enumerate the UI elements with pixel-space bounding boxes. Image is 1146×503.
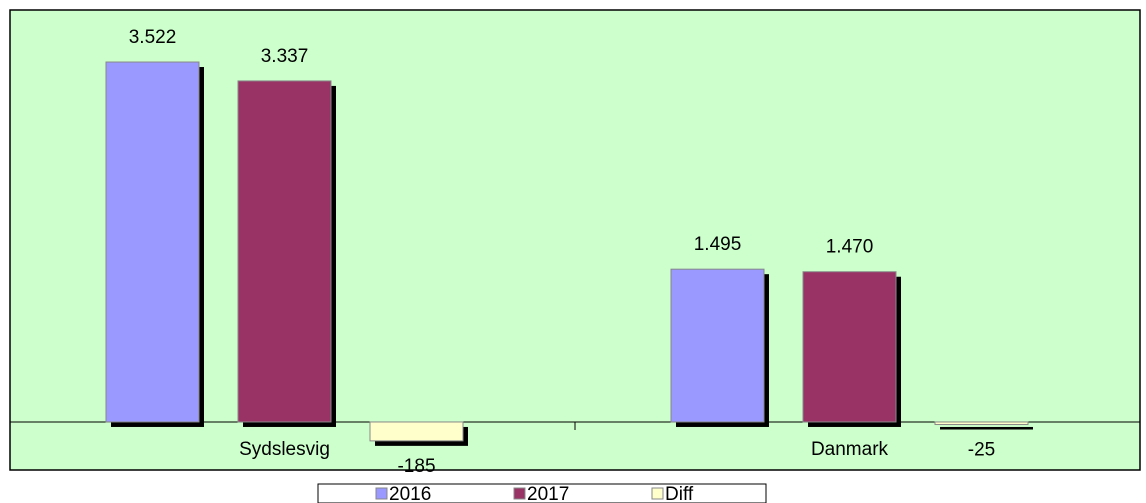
data-label: 1.470 [826, 237, 874, 258]
legend-label: 2016 [389, 484, 431, 503]
bar [369, 421, 464, 442]
legend-swatch [651, 487, 664, 500]
bar [802, 271, 897, 423]
legend-label: 2017 [527, 484, 569, 503]
bar [670, 268, 765, 423]
x-tick-label: Sydslesvig [239, 439, 330, 460]
legend-label: Diff [665, 484, 694, 503]
bar [105, 61, 200, 423]
data-label: 3.522 [129, 27, 177, 48]
data-label: 3.337 [261, 46, 309, 67]
data-label: -25 [968, 440, 995, 461]
data-label: -185 [397, 456, 435, 477]
bar [934, 421, 1029, 426]
bar-shadow [940, 426, 1033, 430]
x-tick-label: Danmark [811, 439, 889, 460]
legend-swatch [513, 487, 526, 500]
bar [237, 80, 332, 423]
legend-swatch [375, 487, 388, 500]
data-label: 1.495 [694, 234, 742, 255]
